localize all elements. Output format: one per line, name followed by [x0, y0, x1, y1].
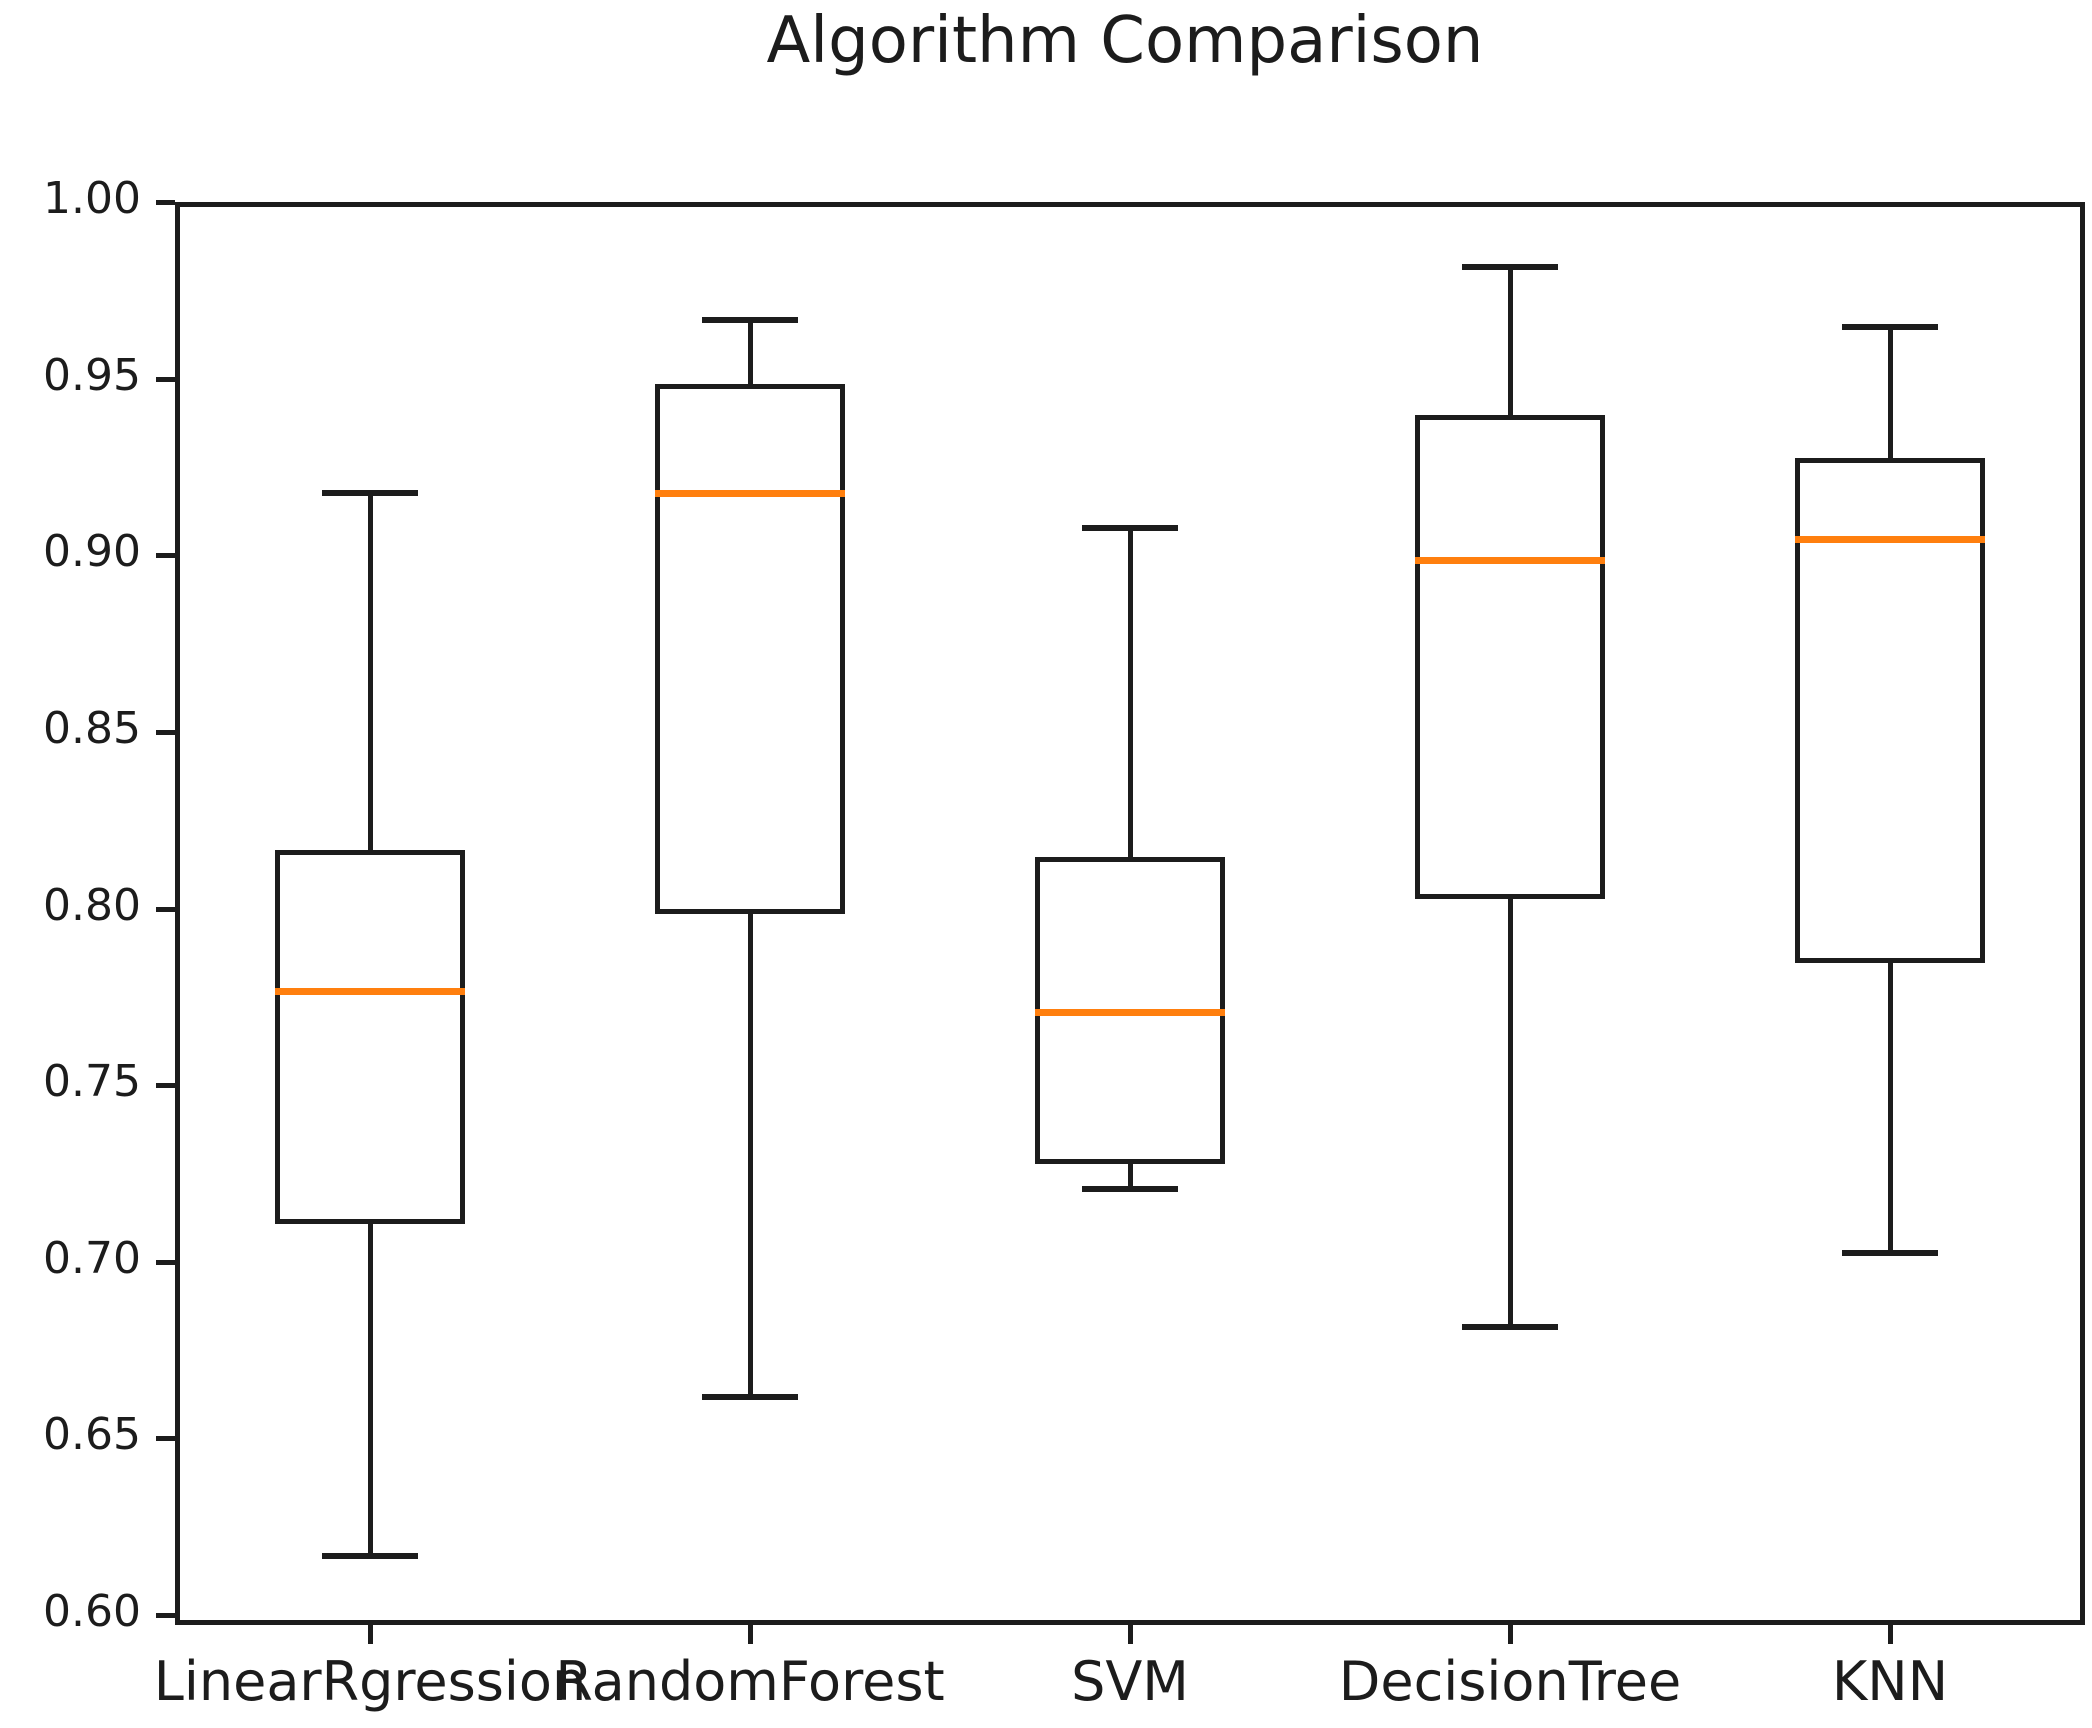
whisker-cap-top-svm: [1082, 525, 1178, 532]
box-decisiontree: [1415, 415, 1605, 900]
x-tick-label-svm: SVM: [1071, 1650, 1189, 1713]
whisker-lower-svm: [1127, 1164, 1133, 1190]
median-svm: [1035, 1008, 1225, 1016]
y-tick-mark: [156, 1259, 175, 1265]
x-tick-label-decisiontree: DecisionTree: [1338, 1650, 1682, 1713]
x-tick-mark: [1508, 1625, 1513, 1644]
whisker-upper-decisiontree: [1507, 267, 1513, 416]
whisker-cap-top-linearrgression: [322, 490, 418, 497]
whisker-upper-randomforest: [747, 320, 753, 384]
x-tick-mark: [1888, 1625, 1893, 1644]
x-tick-mark: [368, 1625, 373, 1644]
whisker-cap-bottom-svm: [1082, 1186, 1178, 1193]
x-tick-mark: [1128, 1625, 1133, 1644]
chart-title: Algorithm Comparison: [766, 4, 1484, 78]
median-decisiontree: [1415, 556, 1605, 564]
y-tick-label: 0.65: [43, 1409, 141, 1461]
whisker-cap-bottom-linearrgression: [322, 1553, 418, 1560]
box-linearrgression: [275, 849, 465, 1225]
whisker-cap-bottom-knn: [1842, 1249, 1938, 1256]
x-tick-label-linearrgression: LinearRgression: [153, 1650, 587, 1713]
whisker-lower-randomforest: [747, 913, 753, 1398]
whisker-lower-linearrgression: [367, 1224, 373, 1557]
y-tick-label: 0.85: [43, 702, 141, 754]
y-tick-mark: [156, 906, 175, 912]
box-randomforest: [655, 383, 845, 914]
plot-area: [175, 202, 2085, 1625]
whisker-cap-bottom-decisiontree: [1462, 1323, 1558, 1330]
y-tick-mark: [156, 200, 175, 205]
y-tick-label: 0.90: [43, 526, 141, 578]
whisker-lower-knn: [1887, 962, 1893, 1253]
box-knn: [1795, 457, 1985, 963]
whisker-cap-top-knn: [1842, 324, 1938, 331]
y-tick-mark: [156, 376, 175, 382]
y-tick-label: 0.75: [43, 1056, 141, 1108]
x-tick-label-randomforest: RandomForest: [555, 1650, 945, 1713]
median-randomforest: [655, 489, 845, 497]
y-tick-mark: [156, 1613, 175, 1618]
whisker-cap-bottom-randomforest: [702, 1394, 798, 1401]
whisker-cap-top-randomforest: [702, 317, 798, 324]
whisker-upper-svm: [1127, 528, 1133, 857]
whisker-cap-top-decisiontree: [1462, 264, 1558, 271]
whisker-upper-linearrgression: [367, 493, 373, 850]
y-tick-mark: [156, 729, 175, 735]
x-tick-mark: [748, 1625, 753, 1644]
y-tick-label: 0.95: [43, 349, 141, 401]
median-knn: [1795, 535, 1985, 543]
y-tick-mark: [156, 1083, 175, 1089]
y-tick-mark: [156, 1436, 175, 1442]
y-tick-mark: [156, 553, 175, 559]
x-tick-label-knn: KNN: [1831, 1650, 1949, 1713]
y-tick-label: 0.70: [43, 1232, 141, 1284]
y-tick-label: 0.80: [43, 879, 141, 931]
whisker-upper-knn: [1887, 327, 1893, 458]
whisker-lower-decisiontree: [1507, 899, 1513, 1327]
y-tick-label: 1.00: [43, 173, 141, 224]
median-linearrgression: [275, 987, 465, 995]
y-tick-label: 0.60: [43, 1586, 141, 1637]
